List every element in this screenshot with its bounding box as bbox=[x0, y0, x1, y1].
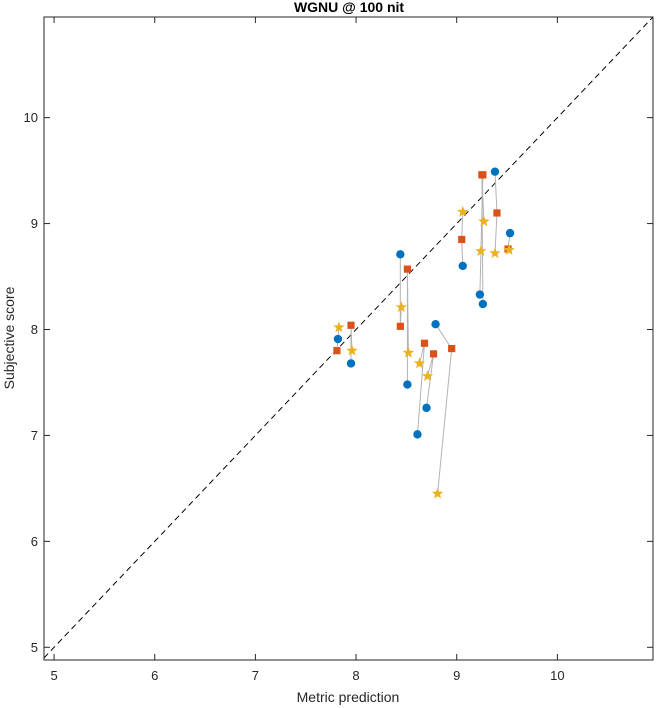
data-point-circle bbox=[431, 319, 440, 329]
x-tick-label: 9 bbox=[453, 668, 460, 683]
data-point-square bbox=[420, 339, 429, 347]
x-tick-label: 7 bbox=[252, 668, 259, 683]
data-point-square bbox=[448, 344, 456, 353]
y-tick-label: 6 bbox=[31, 534, 38, 549]
data-point-circle bbox=[478, 299, 488, 309]
data-point-star bbox=[478, 215, 490, 227]
data-point-star bbox=[333, 321, 345, 333]
x-axis-title: Metric prediction bbox=[297, 689, 400, 705]
data-point-circle bbox=[505, 228, 515, 238]
data-point-circle bbox=[490, 167, 500, 176]
identity-reference-line bbox=[43, 16, 654, 659]
data-point-square bbox=[396, 322, 404, 330]
data-point-square bbox=[429, 350, 438, 358]
data-point-star bbox=[475, 245, 487, 256]
y-tick-label: 9 bbox=[31, 216, 38, 231]
data-point-square bbox=[458, 235, 466, 244]
data-point-circle bbox=[475, 290, 485, 299]
data-point-star bbox=[346, 344, 358, 356]
data-point-square bbox=[403, 265, 411, 273]
data-point-star bbox=[402, 346, 415, 358]
y-tick-label: 10 bbox=[24, 110, 38, 125]
y-tick-label: 5 bbox=[31, 640, 38, 655]
data-point-circle bbox=[333, 334, 343, 344]
x-tick-label: 5 bbox=[50, 668, 57, 683]
data-point-star bbox=[503, 244, 515, 255]
y-tick-label: 8 bbox=[31, 322, 38, 337]
data-point-circle bbox=[413, 430, 422, 439]
chart-title: WGNU @ 100 nit bbox=[294, 0, 404, 15]
data-point-star bbox=[431, 487, 444, 499]
data-point-star bbox=[413, 357, 426, 369]
y-tick-label: 7 bbox=[31, 428, 38, 443]
data-point-star bbox=[457, 205, 469, 217]
data-point-square bbox=[347, 321, 355, 329]
data-point-circle bbox=[458, 261, 467, 271]
x-tick-label: 8 bbox=[352, 668, 359, 683]
data-point-circle bbox=[396, 250, 405, 259]
data-point-star bbox=[395, 301, 408, 313]
data-point-circle bbox=[422, 403, 431, 413]
data-point-square bbox=[493, 209, 501, 217]
data-point-star bbox=[421, 370, 434, 381]
data-point-circle bbox=[346, 359, 356, 368]
y-axis-title: Subjective score bbox=[1, 286, 17, 389]
data-point-star bbox=[489, 247, 501, 259]
plot-background bbox=[44, 17, 653, 660]
x-tick-label: 10 bbox=[550, 668, 564, 683]
x-tick-label: 6 bbox=[151, 668, 158, 683]
data-point-circle bbox=[403, 380, 412, 389]
data-point-square bbox=[478, 171, 486, 179]
data-point-square bbox=[333, 347, 341, 355]
axes-box bbox=[43, 16, 654, 661]
